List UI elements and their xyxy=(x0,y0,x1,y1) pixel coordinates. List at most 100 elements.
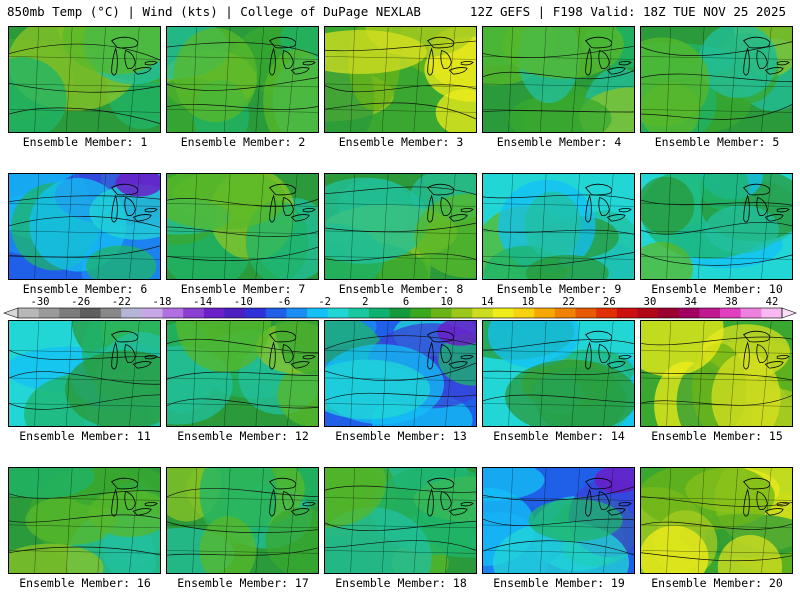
colorbar-tick-label: 34 xyxy=(684,296,697,308)
colorbar-tick-label: 10 xyxy=(440,296,453,308)
colorbar-tick-label: 6 xyxy=(402,296,410,308)
temperature-shading xyxy=(641,525,709,573)
colorbar-swatch xyxy=(430,308,453,318)
ensemble-member-map xyxy=(640,467,793,574)
isotherm-contour xyxy=(9,82,160,93)
colorbar-swatch xyxy=(18,308,40,318)
ensemble-member-map xyxy=(166,467,319,574)
isotherm-contour xyxy=(641,73,792,83)
state-boundaries xyxy=(483,27,634,132)
temperature-shading xyxy=(525,254,609,279)
temperature-shading xyxy=(594,468,634,494)
ensemble-member-label: Ensemble Member: 15 xyxy=(651,429,783,443)
ensemble-member-label: Ensemble Member: 16 xyxy=(19,576,151,590)
map-canvas xyxy=(483,321,634,426)
isotherm-contour xyxy=(167,246,318,261)
ensemble-member-label: Ensemble Member: 5 xyxy=(654,135,780,149)
ensemble-member-map xyxy=(166,26,319,133)
isotherm-contour xyxy=(483,228,634,235)
ensemble-member-map xyxy=(324,173,477,280)
colorbar-tick-label: -14 xyxy=(193,296,213,308)
isotherm-contour xyxy=(9,394,160,410)
ensemble-member-map xyxy=(8,173,161,280)
map-canvas xyxy=(167,174,318,279)
temperature-shading xyxy=(265,507,318,573)
temperature-shading xyxy=(325,507,432,573)
temperature-shading xyxy=(524,191,582,259)
ensemble-member-map xyxy=(482,26,635,133)
colorbar-swatch xyxy=(658,308,680,318)
ensemble-member-label: Ensemble Member: 14 xyxy=(493,429,625,443)
colorbar-swatch xyxy=(410,308,432,318)
temperature-shading xyxy=(505,359,634,426)
colorbar-swatch xyxy=(616,308,638,318)
colorbar-tick-label: -2 xyxy=(318,296,331,308)
colorbar-ramp xyxy=(3,307,797,319)
temperature-shading xyxy=(438,333,476,386)
isotherm-contour xyxy=(641,372,792,381)
state-boundaries xyxy=(167,468,318,573)
colorbar-swatch xyxy=(245,308,267,318)
colorbar-tick-label: -22 xyxy=(111,296,131,308)
ensemble-member-map xyxy=(166,320,319,427)
ensemble-member-label: Ensemble Member: 4 xyxy=(496,135,622,149)
state-boundaries xyxy=(325,27,476,132)
isotherm-contour xyxy=(483,339,634,351)
temperature-shading xyxy=(641,37,710,127)
colorbar-tick-label: 26 xyxy=(603,296,616,308)
map-canvas xyxy=(483,174,634,279)
isotherm-contour xyxy=(325,222,476,232)
ensemble-member-label: Ensemble Member: 3 xyxy=(338,135,464,149)
isotherm-contour xyxy=(641,552,792,562)
ensemble-member-label: Ensemble Member: 18 xyxy=(335,576,467,590)
isotherm-contour xyxy=(483,540,634,556)
colorbar-swatch xyxy=(100,308,122,318)
isotherm-contour xyxy=(483,194,634,201)
ensemble-member-label: Ensemble Member: 13 xyxy=(335,429,467,443)
isotherm-contour xyxy=(9,490,160,499)
isotherm-contour xyxy=(641,253,792,266)
isotherm-contour xyxy=(325,520,476,531)
colorbar-swatch xyxy=(637,308,659,318)
ensemble-member-label: Ensemble Member: 9 xyxy=(496,282,622,296)
isotherm-contour xyxy=(483,486,634,501)
isotherm-contour xyxy=(325,335,476,350)
temperature-shading xyxy=(435,88,476,132)
state-boundaries xyxy=(167,174,318,279)
ensemble-member-label: Ensemble Member: 17 xyxy=(177,576,309,590)
isotherm-contour xyxy=(167,104,318,110)
colorbar-swatch xyxy=(389,308,411,318)
isotherm-contour xyxy=(167,398,318,409)
ensemble-member-map xyxy=(482,467,635,574)
isotherm-contour xyxy=(325,392,476,401)
map-canvas xyxy=(641,174,792,279)
temperature-shading xyxy=(9,468,95,499)
map-canvas xyxy=(641,468,792,573)
ensemble-member-map xyxy=(324,467,477,574)
ensemble-member-map xyxy=(324,26,477,133)
colorbar-tick-label: -18 xyxy=(152,296,172,308)
colorbar-tick-labels: -30 -26 -22 -18 -14 -10 -6 -2 2 6 10 14 18 22 26 30 34 38… xyxy=(4,296,796,308)
colorbar-tick-label: 38 xyxy=(725,296,738,308)
colorbar-tick-label: 30 xyxy=(643,296,657,308)
temperature-shading xyxy=(705,205,779,254)
colorbar-tick-label: 42 xyxy=(765,296,779,308)
map-canvas xyxy=(167,468,318,573)
isotherm-contour xyxy=(641,222,792,235)
map-canvas xyxy=(483,468,634,573)
colorbar-swatch xyxy=(369,308,391,318)
isotherm-contour xyxy=(9,195,160,203)
colorbar-max-arrow xyxy=(781,307,797,319)
isotherm-contour xyxy=(167,488,318,498)
isotherm-contour xyxy=(325,102,476,120)
temperature-shading xyxy=(89,184,160,240)
state-boundaries xyxy=(641,468,792,573)
map-canvas xyxy=(325,321,476,426)
isotherm-contour xyxy=(641,41,792,57)
colorbar-swatch xyxy=(761,308,783,318)
isotherm-contour xyxy=(325,362,476,381)
isotherm-contour xyxy=(325,485,476,493)
colorbar-swatch xyxy=(183,308,205,318)
ensemble-member-label: Ensemble Member: 12 xyxy=(177,429,309,443)
colorbar-min-arrow xyxy=(3,307,19,319)
